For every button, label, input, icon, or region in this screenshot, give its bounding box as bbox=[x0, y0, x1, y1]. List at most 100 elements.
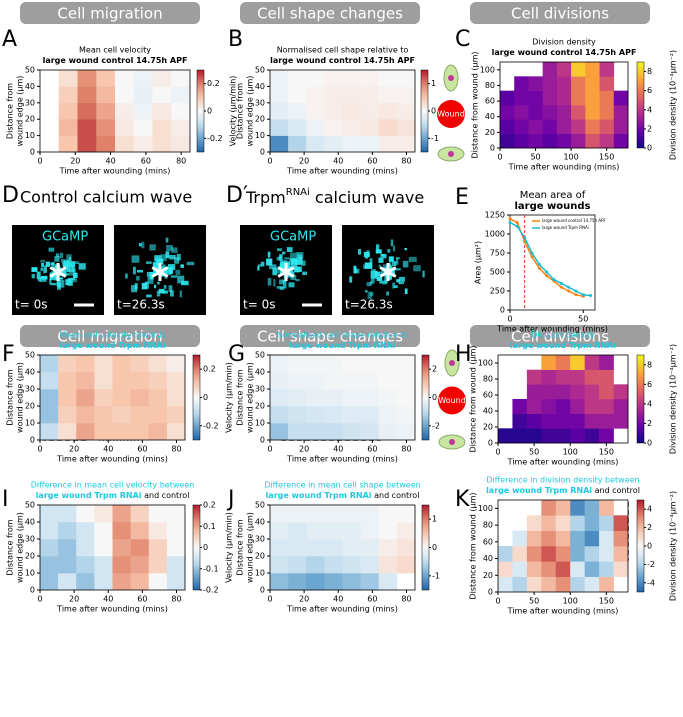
heatmap-cell bbox=[306, 70, 325, 87]
heatmap-cell bbox=[148, 372, 168, 390]
heatmap-cell bbox=[58, 70, 78, 87]
colorbar-label: Division density (10⁻⁴µm⁻²) bbox=[669, 491, 678, 601]
subtitle-bold: large wound Trpm RNAi bbox=[290, 341, 396, 350]
heatmap-cell bbox=[148, 573, 168, 591]
heatmap-cell bbox=[270, 522, 289, 540]
section-header-label: Cell shape changes bbox=[257, 5, 403, 23]
heatmap-cell bbox=[130, 355, 150, 373]
colorbar bbox=[196, 69, 205, 153]
signal-speckle bbox=[289, 252, 298, 261]
heatmap-cell bbox=[378, 119, 398, 136]
heatmap-cell bbox=[584, 384, 600, 400]
heatmap-cell bbox=[58, 556, 77, 574]
signal-speckle bbox=[40, 267, 44, 272]
section-header-label: Cell divisions bbox=[511, 328, 609, 346]
subtitle-bold: large wound Trpm RNAi bbox=[266, 491, 372, 500]
signal-speckle bbox=[382, 280, 388, 285]
series-line bbox=[509, 218, 584, 298]
signal-speckle bbox=[392, 282, 395, 289]
heatmap-cell bbox=[360, 135, 380, 153]
x-tick-label: 0 bbox=[37, 595, 42, 604]
signal-speckle bbox=[267, 278, 272, 286]
signal-speckle bbox=[37, 277, 41, 282]
heatmap-cell bbox=[133, 119, 153, 136]
heatmap-cell bbox=[324, 355, 343, 373]
y-tick-label: 0 bbox=[490, 144, 495, 153]
y-tick-label: 20 bbox=[485, 128, 495, 137]
heatmap-cell bbox=[171, 86, 191, 104]
heatmap-cell bbox=[498, 561, 513, 577]
heatmap-cell bbox=[306, 355, 325, 373]
plot-frame bbox=[39, 69, 191, 153]
heatmap-cell bbox=[599, 530, 614, 547]
heatmap-cell bbox=[599, 384, 614, 400]
heatmap-cell bbox=[148, 355, 168, 373]
heatmap-cell bbox=[528, 105, 543, 120]
heatmap-cell bbox=[396, 372, 416, 390]
signal-speckle bbox=[136, 275, 140, 281]
heatmap-cell bbox=[112, 389, 131, 407]
heatmap-cell bbox=[306, 406, 325, 424]
signal-speckle bbox=[186, 261, 195, 266]
section-header-label: Cell divisions bbox=[511, 5, 609, 23]
y-tick-label: 50 bbox=[255, 351, 265, 360]
x-tick-label: 0 bbox=[495, 448, 500, 457]
heatmap-cell bbox=[96, 70, 116, 87]
heatmap-cell bbox=[514, 133, 529, 149]
heatmap-cell bbox=[541, 500, 557, 516]
heatmap-cell bbox=[512, 428, 528, 444]
heatmap-cell bbox=[270, 86, 289, 104]
heatmap-cell bbox=[378, 539, 398, 557]
heatmap-cell bbox=[130, 406, 150, 424]
heatmap-cell bbox=[58, 102, 78, 120]
signal-speckle bbox=[301, 260, 306, 266]
heatmap-cell bbox=[96, 119, 116, 136]
heatmap-cell bbox=[133, 86, 153, 104]
signal-speckle bbox=[378, 264, 381, 268]
signal-speckle bbox=[31, 267, 38, 272]
y-tick-label: 40 bbox=[25, 518, 35, 527]
heatmap-cell bbox=[342, 86, 361, 104]
heatmap-cell bbox=[58, 522, 77, 540]
heatmap-cell bbox=[599, 515, 614, 531]
wound-label: Wound bbox=[437, 110, 465, 119]
y-tick-label: 40 bbox=[485, 112, 495, 121]
signal-speckle bbox=[149, 244, 156, 251]
heatmap-cell bbox=[360, 573, 380, 591]
channel-label: GCaMP bbox=[42, 230, 88, 245]
signal-speckle bbox=[295, 267, 300, 273]
heatmap-cell bbox=[570, 413, 585, 429]
signal-speckle bbox=[386, 291, 389, 296]
heatmap-cell bbox=[76, 389, 95, 407]
heatmap-cell bbox=[571, 76, 586, 91]
signal-speckle bbox=[382, 254, 387, 259]
y-tick-label: 40 bbox=[255, 368, 265, 377]
heatmap-cell bbox=[324, 573, 343, 591]
signal-speckle bbox=[67, 278, 74, 287]
y-tick-label: 50 bbox=[255, 501, 265, 510]
heatmap-cell bbox=[342, 389, 361, 407]
signal-speckle bbox=[69, 278, 77, 283]
heatmap-cell bbox=[613, 399, 629, 414]
y-tick-label: 20 bbox=[483, 423, 493, 432]
heatmap-cell bbox=[324, 505, 343, 523]
y-tick-label: 30 bbox=[25, 535, 35, 544]
heatmap-cell bbox=[542, 105, 558, 120]
signal-speckle bbox=[277, 266, 280, 274]
colorbar-tick-label: -1 bbox=[432, 571, 440, 580]
signal-speckle bbox=[272, 267, 278, 276]
colorbar-tick-label: -0.1 bbox=[203, 564, 219, 573]
signal-speckle bbox=[132, 266, 136, 275]
heatmap-cell bbox=[133, 135, 153, 153]
heatmap-cell bbox=[152, 70, 172, 87]
heatmap-cell bbox=[555, 500, 571, 516]
signal-speckle bbox=[160, 254, 167, 261]
y-tick-label: 0 bbox=[500, 306, 505, 315]
heatmap-cell bbox=[555, 428, 571, 444]
heatmap-cell bbox=[514, 105, 529, 120]
x-tick-label: 40 bbox=[333, 595, 343, 604]
signal-speckle bbox=[284, 257, 290, 260]
signal-speckle bbox=[165, 251, 170, 259]
section-header bbox=[20, 2, 200, 24]
signal-speckle bbox=[125, 273, 128, 279]
